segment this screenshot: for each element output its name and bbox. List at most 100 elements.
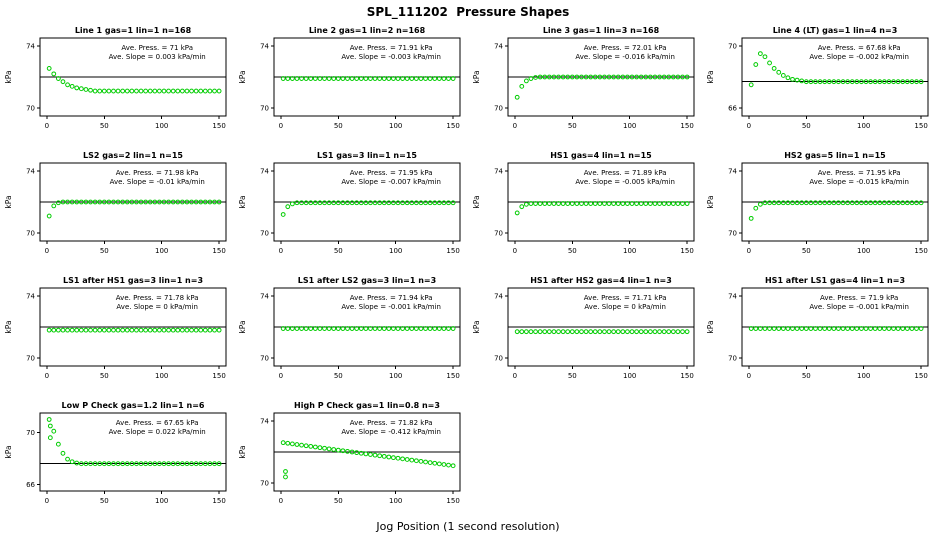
subplot-title: Line 4 (LT) gas=1 lin=4 n=3 <box>773 26 898 35</box>
data-point <box>523 329 529 335</box>
data-point <box>308 200 314 206</box>
x-tick-label: 50 <box>100 372 109 380</box>
pressure-annotation: Ave. Press. = 71.71 kPa <box>584 294 667 302</box>
data-point <box>340 200 346 206</box>
data-point <box>413 76 419 81</box>
data-point <box>97 199 103 205</box>
x-tick-label: 50 <box>568 122 577 130</box>
subplot-4: Line 4 (LT) gas=1 lin=4 n=3 66 70 0 50 100 150… <box>706 26 929 130</box>
data-point <box>391 76 396 81</box>
data-point <box>312 326 318 331</box>
data-point <box>395 200 401 206</box>
data-point <box>826 200 832 206</box>
data-point <box>615 329 621 335</box>
pressure-annotation: Ave. Press. = 71.91 kPa <box>350 44 433 52</box>
data-point <box>147 88 153 94</box>
data-point <box>845 326 851 331</box>
y-tick-label: 70 <box>260 355 269 363</box>
data-point <box>831 79 837 85</box>
y-axis-unit-label: kPa <box>4 445 13 458</box>
x-tick-label: 50 <box>802 372 811 380</box>
data-point <box>629 329 635 335</box>
data-point <box>285 440 291 446</box>
data-point <box>289 76 295 81</box>
x-tick-label: 150 <box>914 372 927 380</box>
data-point <box>446 200 451 206</box>
x-tick-label: 100 <box>155 122 168 130</box>
x-tick-label: 0 <box>279 497 283 505</box>
data-point <box>179 327 185 333</box>
y-tick-label: 70 <box>728 42 737 50</box>
data-points <box>514 201 690 216</box>
data-point <box>106 461 112 467</box>
data-point <box>97 88 103 94</box>
data-point <box>184 199 190 205</box>
data-point <box>900 326 906 331</box>
slope-annotation: Ave. Slope = -0.412 kPa/min <box>341 428 441 436</box>
subplot-title: LS2 gas=2 lin=1 n=15 <box>83 151 183 160</box>
data-point <box>863 326 869 331</box>
y-tick-label: 70 <box>494 105 503 113</box>
data-point <box>124 199 130 205</box>
data-point <box>757 201 763 207</box>
data-point <box>647 201 653 206</box>
data-point <box>611 74 617 80</box>
x-tick-label: 150 <box>680 122 693 130</box>
data-point <box>588 329 594 335</box>
x-tick-label: 50 <box>100 122 109 130</box>
data-point <box>312 444 318 450</box>
data-point <box>283 474 288 480</box>
data-point <box>542 201 548 206</box>
data-point <box>166 461 171 467</box>
data-point <box>111 199 116 205</box>
data-point <box>753 205 759 211</box>
data-point <box>652 329 658 335</box>
slope-annotation: Ave. Slope = -0.005 kPa/min <box>575 178 675 186</box>
pressure-annotation: Ave. Press. = 71 kPa <box>121 44 193 52</box>
data-point <box>533 329 538 335</box>
data-point <box>312 76 318 81</box>
x-tick-label: 100 <box>155 497 168 505</box>
data-point <box>363 451 369 457</box>
data-point <box>629 74 635 80</box>
data-point <box>308 76 314 81</box>
data-point <box>909 79 915 85</box>
data-point <box>358 76 364 81</box>
y-tick-label: 70 <box>728 230 737 238</box>
data-point <box>55 441 61 447</box>
slope-annotation: Ave. Slope = -0.016 kPa/min <box>575 53 675 61</box>
data-point <box>280 212 286 217</box>
data-point <box>441 200 447 206</box>
data-point <box>886 200 892 206</box>
data-point <box>111 88 116 94</box>
data-point <box>565 201 571 206</box>
y-tick-label: 70 <box>26 230 35 238</box>
data-point <box>92 88 98 94</box>
data-point <box>413 326 419 331</box>
data-point <box>767 60 772 66</box>
data-point <box>51 71 57 77</box>
pressure-annotation: Ave. Press. = 71.95 kPa <box>818 169 901 177</box>
y-tick-label: 70 <box>260 480 269 488</box>
data-point <box>349 76 355 81</box>
data-point <box>381 326 387 331</box>
data-point <box>303 443 309 449</box>
data-points <box>280 76 456 81</box>
data-point <box>569 201 575 206</box>
data-point <box>124 88 130 94</box>
data-point <box>441 462 447 467</box>
data-point <box>345 200 350 206</box>
data-point <box>129 88 135 94</box>
data-point <box>46 327 52 333</box>
x-tick-label: 50 <box>100 497 109 505</box>
data-point <box>904 200 910 206</box>
data-point <box>340 326 346 331</box>
subplot-12: HS1 after LS1 gas=4 lin=1 n=3 70 74 0 50 100 1… <box>706 276 929 380</box>
data-point <box>372 326 378 331</box>
data-point <box>579 74 584 80</box>
y-tick-label: 74 <box>26 167 35 175</box>
data-point <box>799 78 805 84</box>
data-point <box>285 204 291 210</box>
data-point <box>317 326 323 331</box>
